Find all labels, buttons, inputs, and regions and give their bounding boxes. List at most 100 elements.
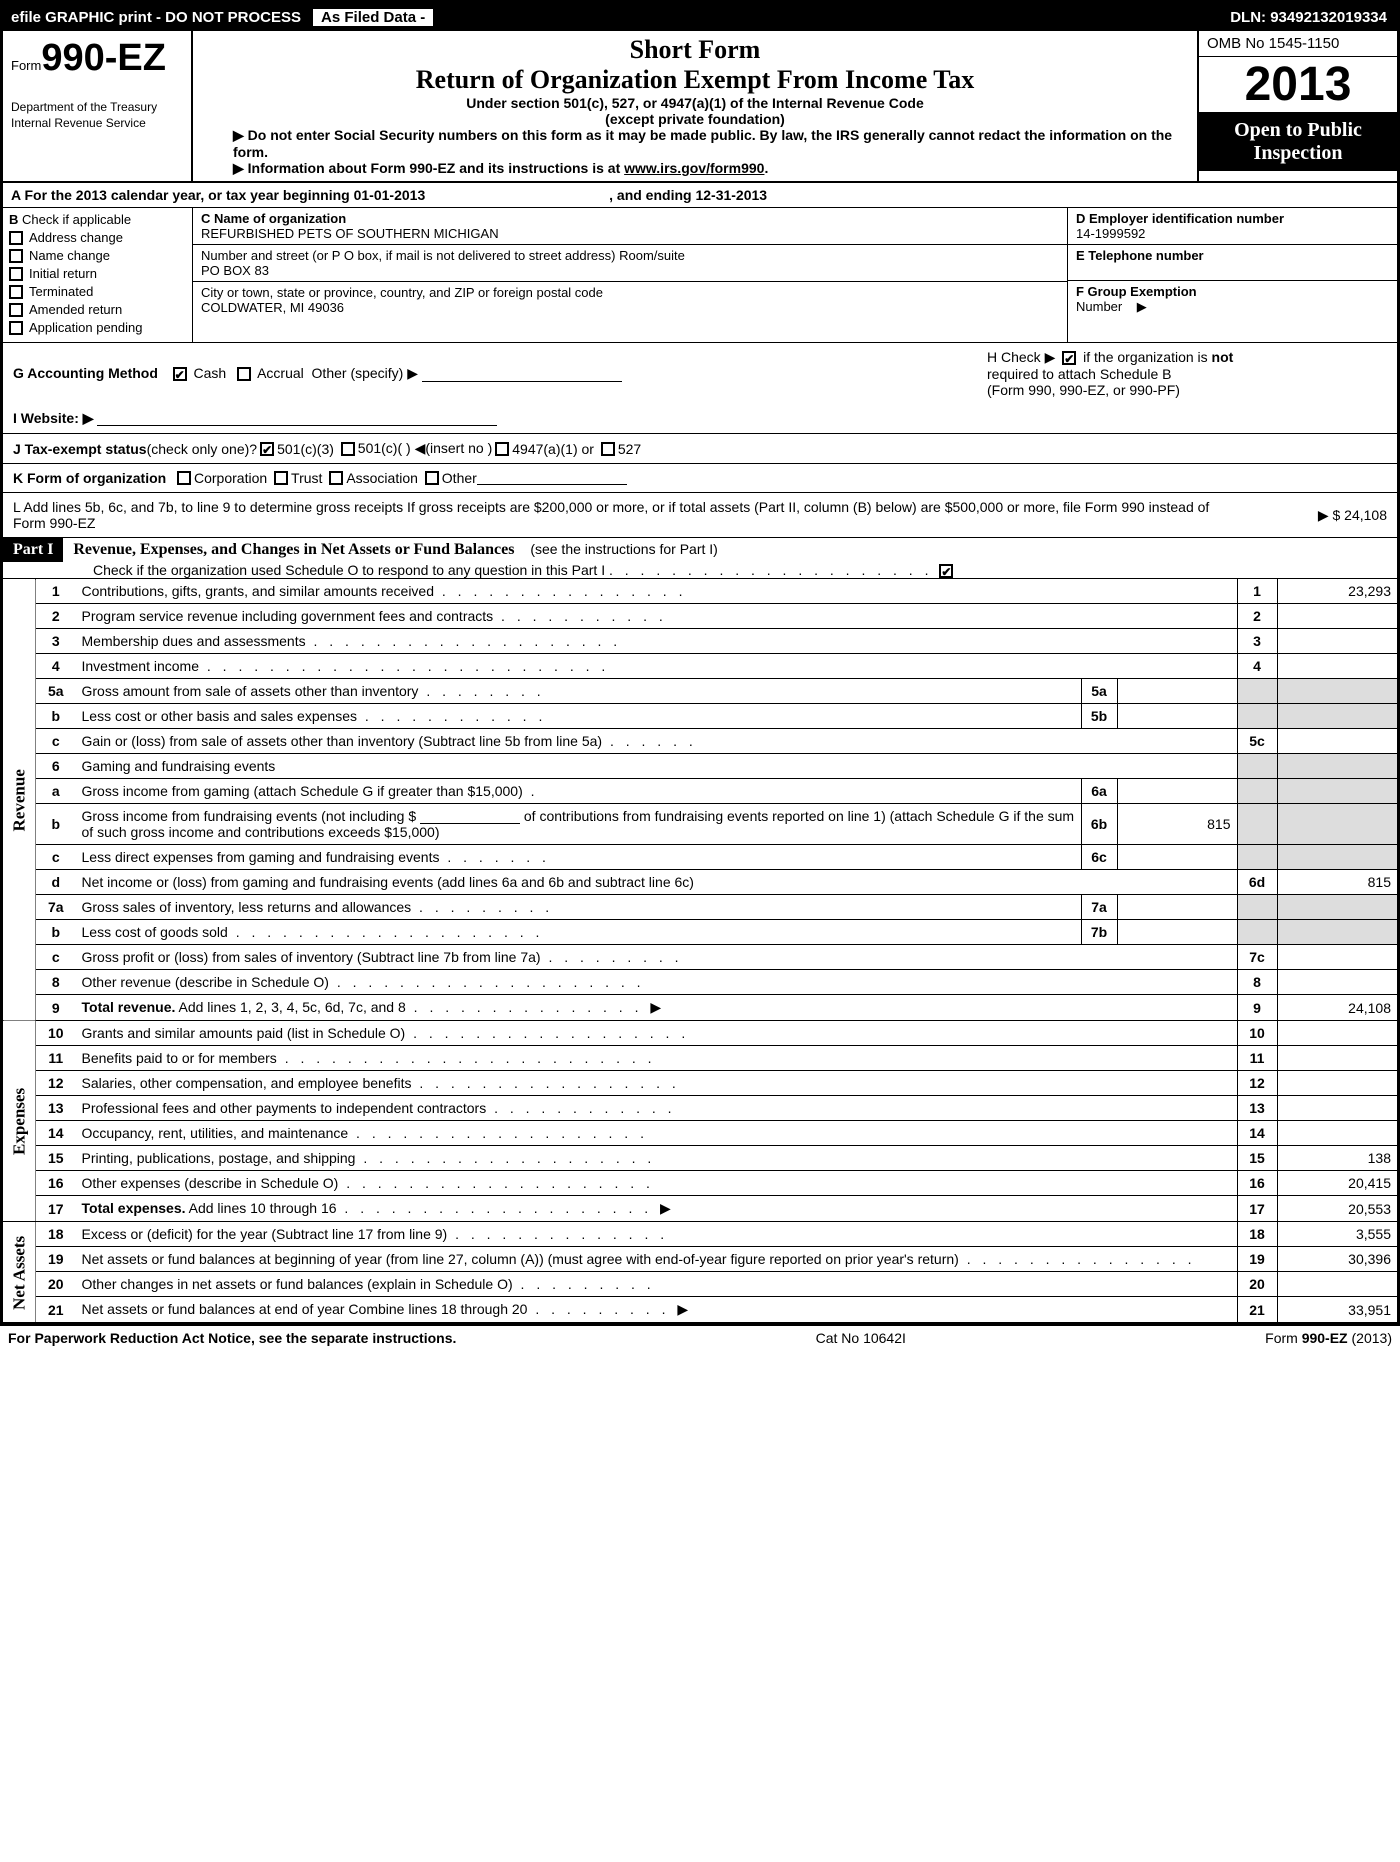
result-val [1277,970,1397,995]
j-label: J Tax-exempt status [13,441,147,457]
result-val: 23,293 [1277,579,1397,604]
result-num: 18 [1237,1222,1277,1247]
g-other-blank[interactable] [422,368,622,382]
checkbox-assoc[interactable] [329,471,343,485]
section-c: C Name of organization REFURBISHED PETS … [193,208,1067,342]
desc-text: Net assets or fund balances at end of ye… [82,1301,528,1317]
section-h: H Check ▶ ✔ if the organization is not r… [987,349,1387,398]
grey-cell [1237,704,1277,729]
checkbox-schedule-o[interactable]: ✔ [939,564,953,578]
part-i-check: Check if the organization used Schedule … [3,562,605,578]
table-row: c Gross profit or (loss) from sales of i… [3,945,1397,970]
irs-link[interactable]: www.irs.gov/form990 [624,160,764,176]
result-val [1277,629,1397,654]
cb-pending[interactable]: Application pending [9,320,186,335]
cb-address-change[interactable]: Address change [9,230,186,245]
result-val [1277,1046,1397,1071]
group-label: F Group Exemption [1076,284,1197,299]
line-num: 18 [36,1222,76,1247]
instruction-ssn: ▶ Do not enter Social Security numbers o… [203,127,1187,160]
checkbox-501c3[interactable]: ✔ [260,442,274,456]
checkbox-cash[interactable]: ✔ [173,367,187,381]
org-name-value: REFURBISHED PETS OF SOUTHERN MICHIGAN [201,226,1059,241]
checkbox-4947[interactable] [495,442,509,456]
table-row: 19 Net assets or fund balances at beginn… [3,1247,1397,1272]
k-other: Other [442,470,477,486]
sub-val [1117,679,1237,704]
result-val [1277,604,1397,629]
group-arrow: ▶ [1137,299,1147,314]
calendar-year: A For the 2013 calendar year, or tax yea… [3,183,1397,207]
side-expenses: Expenses [3,1021,36,1222]
cb-initial-return[interactable]: Initial return [9,266,186,281]
table-row: 20 Other changes in net assets or fund b… [3,1272,1397,1297]
b-header: B Check if applicable [9,212,186,227]
org-city-value: COLDWATER, MI 49036 [201,300,1059,315]
cb-amended[interactable]: Amended return [9,302,186,317]
line-num: 12 [36,1071,76,1096]
grey-cell [1277,845,1397,870]
line-num: 5a [36,679,76,704]
dots: . . . . . . . . . . . . . . [447,1226,668,1242]
table-row: 15 Printing, publications, postage, and … [3,1146,1397,1171]
g-label: G Accounting Method [13,365,158,381]
checkbox-trust[interactable] [274,471,288,485]
k-corp: Corporation [194,470,267,486]
desc-text: Professional fees and other payments to … [82,1100,487,1116]
k-assoc: Association [346,470,418,486]
checkbox-corp[interactable] [177,471,191,485]
line-num: 1 [36,579,76,604]
top-bar-left: efile GRAPHIC print - DO NOT PROCESS As … [3,9,1220,26]
line-num: 10 [36,1021,76,1046]
section-j: J Tax-exempt status(check only one)? ✔ 5… [3,434,1397,464]
k-other-blank[interactable] [477,471,627,485]
desc-text: Investment income [82,658,200,674]
table-row: d Net income or (loss) from gaming and f… [3,870,1397,895]
desc-text: Membership dues and assessments [82,633,306,649]
cb-label-pending: Application pending [29,320,142,335]
dots: . . . . . . . . . . . . . . . . . . . . [228,924,544,940]
result-num: 20 [1237,1272,1277,1297]
org-street-label: Number and street (or P O box, if mail i… [201,248,1059,263]
footer-right: Form 990-EZ (2013) [1265,1330,1392,1346]
desc-text: Total expenses. [82,1200,186,1216]
org-city-label: City or town, state or province, country… [201,285,1059,300]
checkbox-accrual[interactable] [237,367,251,381]
cb-label-initial: Initial return [29,266,97,281]
dots: . . . . . . . . [418,683,544,699]
cb-terminated[interactable]: Terminated [9,284,186,299]
checkbox-icon [9,231,23,245]
dots: . . . . . . . . . . . . [486,1100,675,1116]
g-h-row: G Accounting Method ✔ Cash Accrual Other… [3,343,1397,404]
line-num: 16 [36,1171,76,1196]
dots: . [523,783,539,799]
checkbox-h[interactable]: ✔ [1062,351,1076,365]
line-num: 6 [36,754,76,779]
line-desc: Contributions, gifts, grants, and simila… [76,579,1238,604]
checkbox-527[interactable] [601,442,615,456]
section-e: E Telephone number [1068,245,1397,281]
dots: . . . . . . [602,733,697,749]
short-form-title: Short Form [203,35,1187,65]
line-desc: Other revenue (describe in Schedule O) .… [76,970,1238,995]
dept-irs: Internal Revenue Service [11,116,183,132]
dots: . . . . . . . . . [541,949,683,965]
form-prefix: Form [11,58,41,73]
dots: . . . . . . . . . . . [493,608,667,624]
result-num: 13 [1237,1096,1277,1121]
result-val: 20,415 [1277,1171,1397,1196]
line-num: 7a [36,895,76,920]
table-row: 13 Professional fees and other payments … [3,1096,1397,1121]
footer: For Paperwork Reduction Act Notice, see … [0,1326,1400,1350]
line-desc: Other changes in net assets or fund bala… [76,1272,1238,1297]
grey-cell [1237,679,1277,704]
cb-name-change[interactable]: Name change [9,248,186,263]
table-row: a Gross income from gaming (attach Sched… [3,779,1397,804]
checkbox-other[interactable] [425,471,439,485]
checkbox-501c[interactable] [341,442,355,456]
website-blank[interactable] [97,412,497,426]
desc-text: Benefits paid to or for members [82,1050,277,1066]
dept-block: Department of the Treasury Internal Reve… [11,100,183,131]
blank-field[interactable] [420,810,520,824]
org-street-value: PO BOX 83 [201,263,1059,278]
